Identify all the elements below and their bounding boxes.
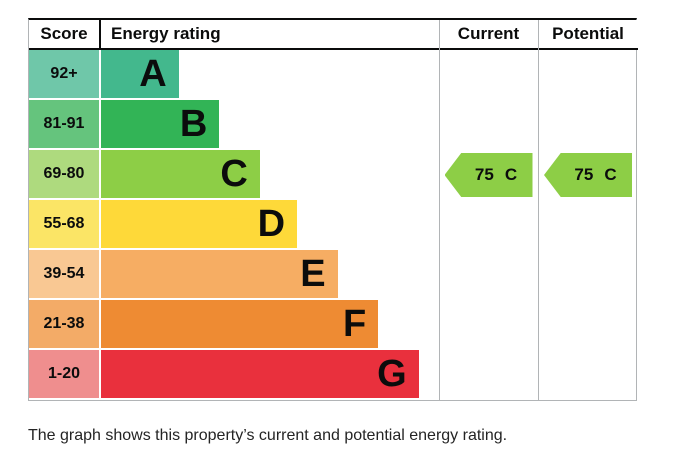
band-bar: A <box>101 50 179 100</box>
band-letter: F <box>342 303 367 345</box>
header-current: Current <box>439 20 538 50</box>
band-letter: A <box>139 53 167 95</box>
band-bar: G <box>101 350 419 400</box>
header-score: Score <box>29 20 101 50</box>
current-rating-value: 75 <box>474 165 494 184</box>
band-score-range: 69-80 <box>29 150 101 200</box>
page: Score Energy rating Current Potential 75… <box>28 18 638 444</box>
band-score-range: 81-91 <box>29 100 101 150</box>
band-score-range: 1-20 <box>29 350 101 400</box>
chart-caption: The graph shows this property’s current … <box>28 427 508 444</box>
band-letter: G <box>377 353 407 395</box>
header-potential: Potential <box>538 20 638 50</box>
potential-rating-band: C <box>604 165 617 184</box>
band-score-range: 92+ <box>29 50 101 100</box>
band-score-range: 55-68 <box>29 200 101 250</box>
band-score-range: 39-54 <box>29 250 101 300</box>
band-bar: D <box>101 200 298 250</box>
epc-rating-chart: Score Energy rating Current Potential 75… <box>28 18 638 401</box>
band-bar: F <box>101 300 379 350</box>
current-rating-arrow: 75 C <box>444 153 533 197</box>
band-bar: B <box>101 100 220 150</box>
current-rating-band: C <box>504 165 518 184</box>
potential-rating-arrow: 75 C <box>544 153 632 197</box>
band-letter: D <box>257 203 286 245</box>
band-letter: B <box>179 103 208 145</box>
header-energy-rating: Energy rating <box>101 20 439 50</box>
band-score-range: 21-38 <box>29 300 101 350</box>
band-bar: E <box>101 250 338 300</box>
potential-column-divider <box>538 20 638 400</box>
band-letter: E <box>300 253 326 295</box>
current-column-divider <box>439 20 538 400</box>
band-bar: C <box>101 150 260 200</box>
potential-rating-value: 75 <box>574 165 594 184</box>
band-letter: C <box>220 153 248 195</box>
